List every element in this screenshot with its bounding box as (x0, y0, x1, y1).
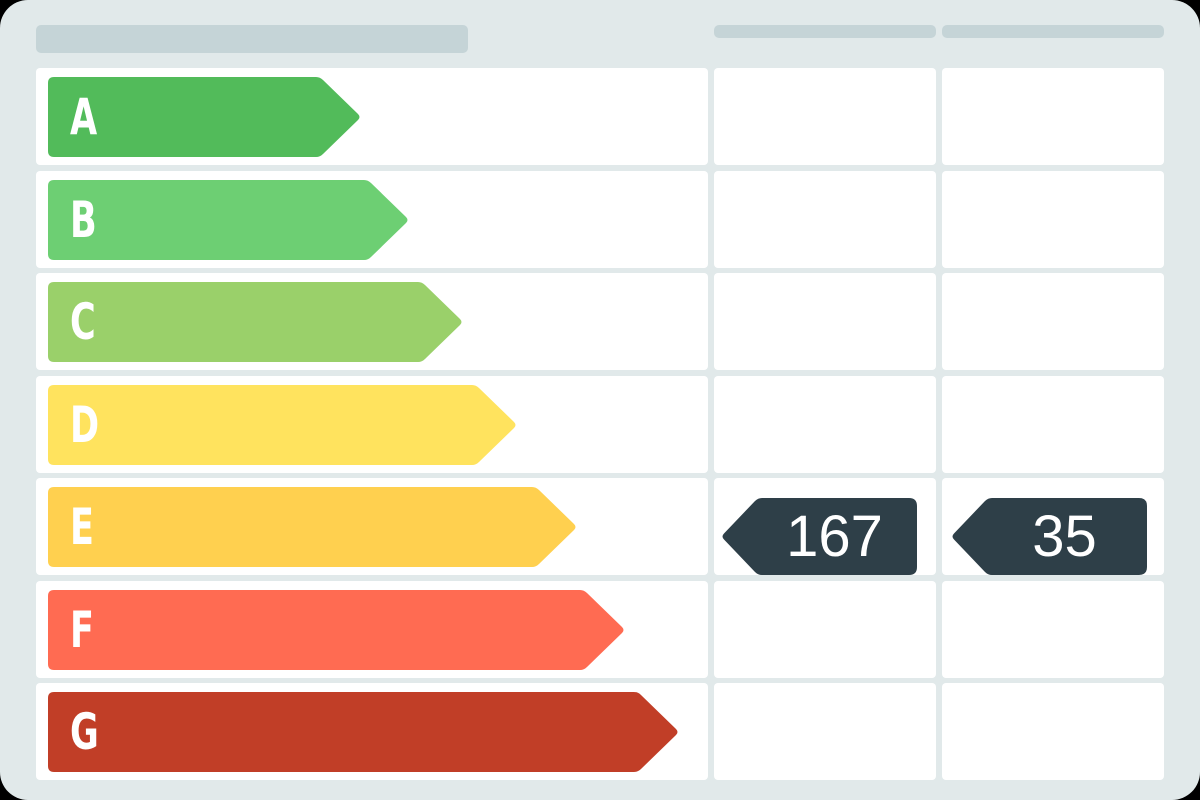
potential-cell-f (942, 581, 1164, 678)
rating-arrow-g (48, 692, 678, 772)
rating-arrow-shape (48, 77, 360, 157)
current-value: 167 (786, 504, 883, 569)
rating-arrow-c (48, 282, 462, 362)
rating-letter-d: D (70, 396, 100, 454)
potential-cell-g (942, 683, 1164, 780)
badge-shape (952, 498, 1147, 575)
rating-arrow-a (48, 77, 360, 157)
rating-letter-c: C (70, 293, 96, 351)
potential-value: 35 (1032, 504, 1097, 569)
potential-rating-badge (952, 498, 1147, 575)
current-cell-g (714, 683, 936, 780)
current-cell-c (714, 273, 936, 370)
potential-cell-c (942, 273, 1164, 370)
current-column-header-placeholder (714, 25, 936, 38)
current-cell-d (714, 376, 936, 473)
rating-letter-g: G (70, 703, 99, 761)
current-cell-f (714, 581, 936, 678)
rating-arrow-d (48, 385, 516, 465)
potential-cell-a (942, 68, 1164, 165)
rating-arrow-shape (48, 692, 678, 772)
badge-shape (722, 498, 917, 575)
current-rating-badge (722, 498, 917, 575)
rating-letter-a: A (70, 88, 98, 146)
potential-column-header-placeholder (942, 25, 1164, 38)
potential-cell-d (942, 376, 1164, 473)
rating-arrow-b (48, 180, 408, 260)
title-placeholder (36, 25, 468, 53)
rating-arrow-shape (48, 282, 462, 362)
potential-cell-b (942, 171, 1164, 268)
rating-arrow-f (48, 590, 624, 670)
current-cell-a (714, 68, 936, 165)
rating-letter-b: B (70, 191, 97, 249)
rating-arrow-e (48, 487, 576, 567)
rating-arrow-shape (48, 590, 624, 670)
current-cell-b (714, 171, 936, 268)
rating-arrow-shape (48, 487, 576, 567)
rating-letter-e: E (70, 498, 94, 556)
rating-arrow-shape (48, 385, 516, 465)
rating-arrow-shape (48, 180, 408, 260)
rating-letter-f: F (70, 601, 94, 659)
